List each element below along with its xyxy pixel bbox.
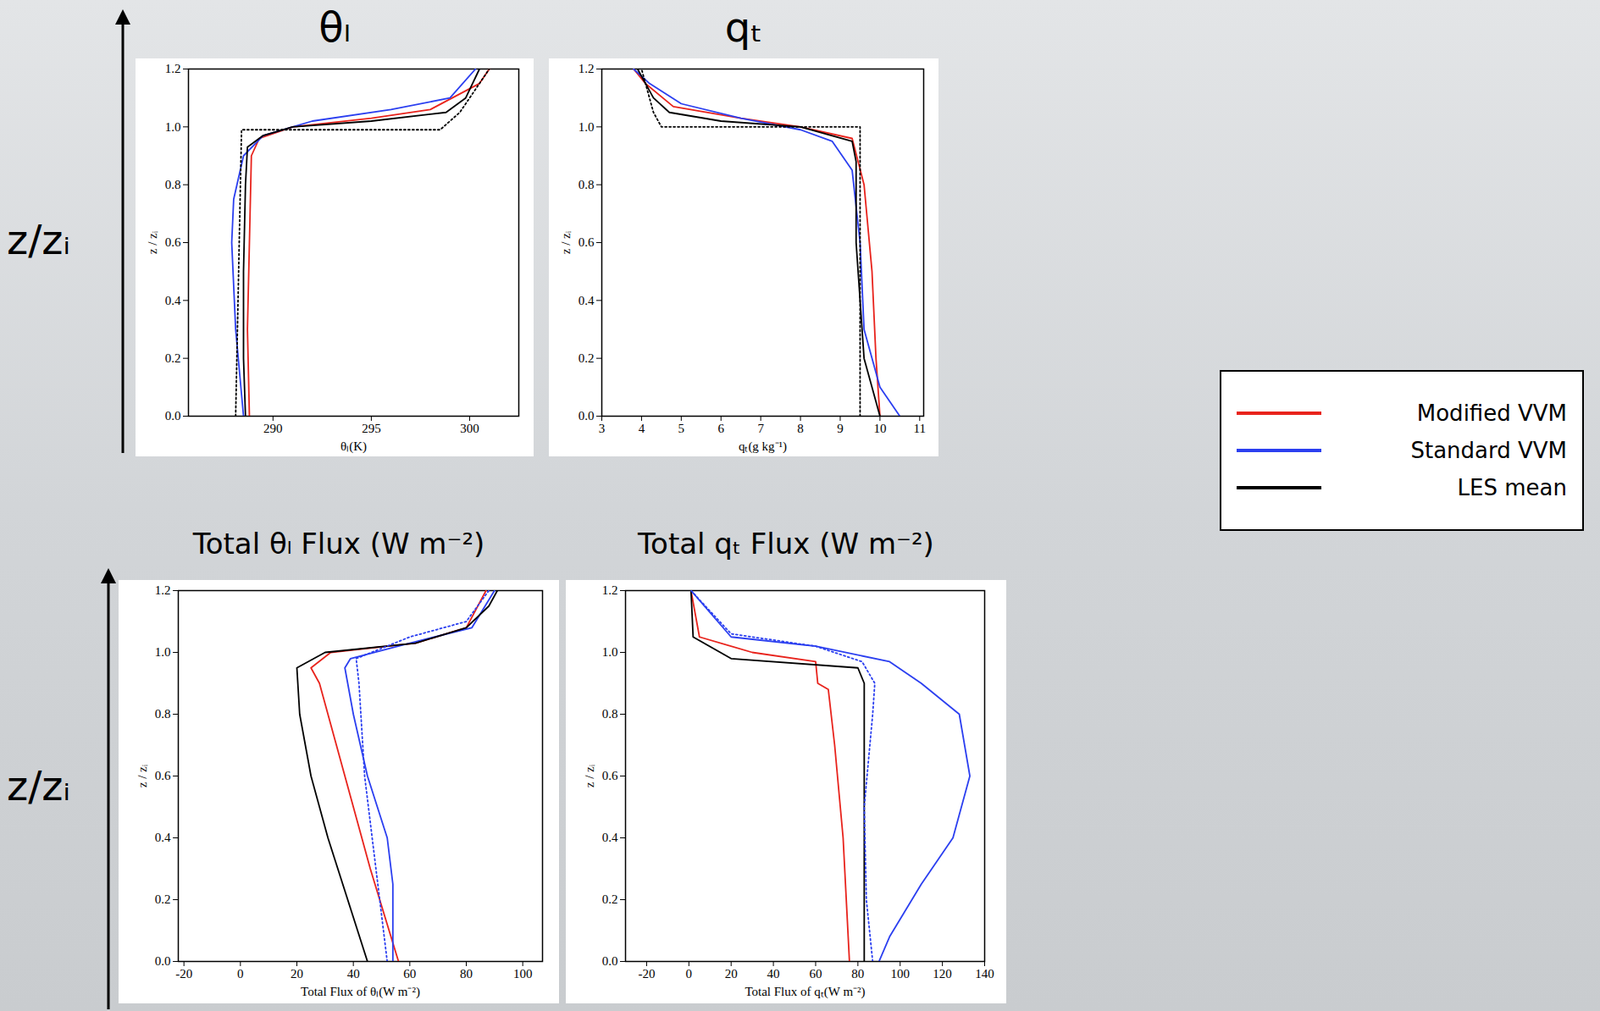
html-text:θₗ: θₗ bbox=[318, 3, 351, 51]
svg-text:11: 11 bbox=[913, 421, 926, 436]
svg-text:z / zᵢ: z / zᵢ bbox=[135, 764, 150, 788]
svg-text:0.2: 0.2 bbox=[578, 351, 595, 366]
svg-text:z / zᵢ: z / zᵢ bbox=[582, 764, 597, 788]
svg-text:80: 80 bbox=[459, 967, 473, 981]
svg-text:z / zᵢ: z / zᵢ bbox=[559, 230, 573, 255]
svg-text:9: 9 bbox=[836, 421, 844, 436]
html-text:qₜ: qₜ bbox=[724, 3, 763, 51]
html-text:z/zᵢ: z/zᵢ bbox=[6, 762, 71, 810]
svg-text:0.4: 0.4 bbox=[165, 293, 182, 308]
svg-text:290: 290 bbox=[263, 421, 283, 436]
svg-text:0.4: 0.4 bbox=[602, 830, 619, 845]
svg-text:-20: -20 bbox=[175, 967, 193, 981]
svg-text:20: 20 bbox=[290, 967, 304, 981]
svg-text:0.6: 0.6 bbox=[165, 235, 182, 250]
svg-text:0.2: 0.2 bbox=[602, 892, 619, 907]
svg-text:Total Flux of θₗ(W m⁻²): Total Flux of θₗ(W m⁻²) bbox=[300, 985, 421, 1000]
svg-text:100: 100 bbox=[513, 967, 533, 981]
svg-text:z / zᵢ: z / zᵢ bbox=[145, 230, 160, 255]
svg-text:1.0: 1.0 bbox=[165, 120, 182, 134]
svg-text:0.2: 0.2 bbox=[155, 892, 172, 907]
svg-text:300: 300 bbox=[459, 421, 480, 436]
svg-text:40: 40 bbox=[767, 967, 781, 981]
svg-text:7: 7 bbox=[757, 421, 765, 436]
html-text:Total qₜ Flux (W m⁻²): Total qₜ Flux (W m⁻²) bbox=[637, 526, 935, 561]
svg-text:0.0: 0.0 bbox=[578, 409, 595, 423]
svg-text:1.0: 1.0 bbox=[578, 120, 595, 134]
html-text:Modified VVM: Modified VVM bbox=[1416, 400, 1567, 427]
svg-text:5: 5 bbox=[678, 421, 686, 436]
svg-text:1.2: 1.2 bbox=[165, 61, 182, 76]
svg-text:Total Flux of qₜ(W m⁻²): Total Flux of qₜ(W m⁻²) bbox=[744, 985, 865, 1000]
html-text:z/zᵢ: z/zᵢ bbox=[6, 215, 71, 264]
svg-text:0.0: 0.0 bbox=[602, 954, 619, 969]
svg-text:10: 10 bbox=[873, 421, 886, 436]
svg-text:4: 4 bbox=[638, 421, 646, 436]
svg-text:0.4: 0.4 bbox=[578, 293, 595, 308]
svg-text:θₗ(K): θₗ(K) bbox=[340, 439, 367, 454]
svg-text:1.2: 1.2 bbox=[155, 583, 172, 598]
svg-text:1.0: 1.0 bbox=[155, 645, 172, 659]
svg-text:0: 0 bbox=[237, 967, 244, 981]
svg-text:0.6: 0.6 bbox=[155, 769, 172, 783]
svg-text:8: 8 bbox=[797, 421, 804, 436]
svg-text:20: 20 bbox=[725, 967, 738, 981]
svg-text:qₜ(g kg⁻¹): qₜ(g kg⁻¹) bbox=[738, 439, 787, 454]
svg-text:0.6: 0.6 bbox=[602, 769, 619, 783]
svg-text:0.4: 0.4 bbox=[155, 830, 172, 845]
svg-text:0: 0 bbox=[686, 967, 693, 981]
svg-text:0.8: 0.8 bbox=[602, 707, 619, 721]
svg-text:140: 140 bbox=[974, 967, 995, 981]
svg-text:80: 80 bbox=[851, 967, 864, 981]
svg-text:0.8: 0.8 bbox=[165, 177, 182, 192]
svg-text:6: 6 bbox=[717, 421, 725, 436]
svg-text:0.0: 0.0 bbox=[165, 409, 182, 423]
svg-text:1.2: 1.2 bbox=[578, 61, 595, 76]
svg-text:100: 100 bbox=[890, 967, 910, 981]
html-text:Standard VVM: Standard VVM bbox=[1410, 437, 1567, 464]
html-text:LES mean: LES mean bbox=[1457, 475, 1567, 501]
svg-text:295: 295 bbox=[361, 421, 382, 436]
svg-text:-20: -20 bbox=[637, 967, 655, 981]
svg-text:0.0: 0.0 bbox=[155, 954, 172, 969]
svg-text:0.8: 0.8 bbox=[578, 177, 595, 192]
svg-text:60: 60 bbox=[403, 967, 416, 981]
svg-text:120: 120 bbox=[932, 967, 953, 981]
svg-text:0.8: 0.8 bbox=[155, 707, 172, 721]
svg-text:0.6: 0.6 bbox=[578, 235, 595, 250]
html-text:Total θₗ Flux (W m⁻²): Total θₗ Flux (W m⁻²) bbox=[192, 526, 485, 561]
svg-text:3: 3 bbox=[598, 421, 606, 436]
svg-text:1.2: 1.2 bbox=[602, 583, 619, 598]
svg-text:40: 40 bbox=[347, 967, 360, 981]
svg-text:60: 60 bbox=[808, 967, 822, 981]
svg-text:1.0: 1.0 bbox=[602, 645, 619, 659]
svg-text:0.2: 0.2 bbox=[165, 351, 182, 366]
